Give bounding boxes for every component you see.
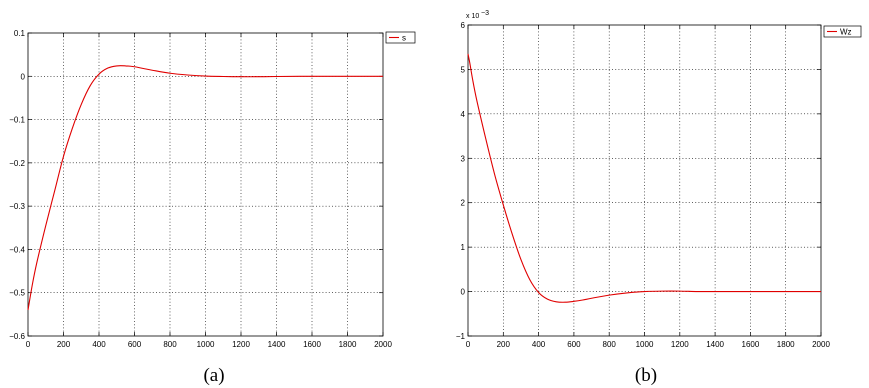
- y-tick-label: −0.3: [9, 202, 25, 211]
- y-tick-label: −1: [456, 332, 466, 341]
- x-tick-label: 0: [466, 340, 471, 349]
- y-tick-label: −0.5: [9, 289, 25, 298]
- chart-a: 0 200 400 600 800 1000 1200 1400 1600 1800 2000 0.1…: [9, 29, 416, 386]
- legend-label: Wz: [840, 28, 852, 37]
- y-tick-label: 0: [21, 72, 26, 81]
- y-tick-label: 2: [461, 199, 466, 208]
- y-exponent-label: x 10: [466, 13, 479, 20]
- legend-label: s: [402, 34, 406, 43]
- legend-box: [823, 25, 862, 38]
- x-tick-label: 600: [128, 340, 142, 349]
- x-tick-label: 1200: [671, 340, 689, 349]
- x-tick-label: 1800: [339, 340, 357, 349]
- series-line-s: [27, 65, 383, 311]
- y-tick-label: 4: [461, 110, 466, 119]
- x-tick-label: 1400: [706, 340, 724, 349]
- legend-box: [385, 31, 416, 44]
- x-tick-label: 200: [57, 340, 71, 349]
- y-tick-label: 3: [461, 154, 466, 163]
- x-tick-label: 1400: [268, 340, 286, 349]
- y-tick-label: −0.4: [9, 245, 25, 254]
- x-tick-label: 400: [92, 340, 106, 349]
- chart-b: 0 200 400 600 800 1000 1200 1400 1600 1800 2000 6 5 4…: [456, 10, 862, 386]
- y-tick-label: 0.1: [14, 29, 26, 38]
- x-tick-label: 2000: [812, 340, 830, 349]
- y-tick-label: 5: [461, 65, 466, 74]
- x-tick-label: 1000: [636, 340, 654, 349]
- x-tick-label: 800: [603, 340, 617, 349]
- series-line-wz: [467, 53, 821, 303]
- x-tick-label: 800: [163, 340, 177, 349]
- chart-caption: (b): [635, 365, 657, 386]
- y-exponent-power: −3: [481, 10, 489, 17]
- x-tick-label: 400: [532, 340, 546, 349]
- x-tick-label: 1800: [777, 340, 795, 349]
- y-tick-label: −0.6: [9, 332, 25, 341]
- plot-frame: [467, 24, 822, 337]
- x-tick-label: 1600: [303, 340, 321, 349]
- x-tick-label: 200: [497, 340, 511, 349]
- x-tick-label: 600: [567, 340, 581, 349]
- y-tick-label: 0: [461, 288, 466, 297]
- y-tick-label: −0.2: [9, 159, 25, 168]
- x-tick-label: 1000: [197, 340, 215, 349]
- x-tick-label: 0: [26, 340, 31, 349]
- y-tick-label: 1: [461, 243, 466, 252]
- x-tick-label: 2000: [374, 340, 392, 349]
- x-tick-label: 1200: [232, 340, 250, 349]
- y-tick-label: 6: [461, 21, 466, 30]
- chart-caption: (a): [203, 365, 224, 386]
- y-tick-label: −0.1: [9, 116, 25, 125]
- x-tick-label: 1600: [742, 340, 760, 349]
